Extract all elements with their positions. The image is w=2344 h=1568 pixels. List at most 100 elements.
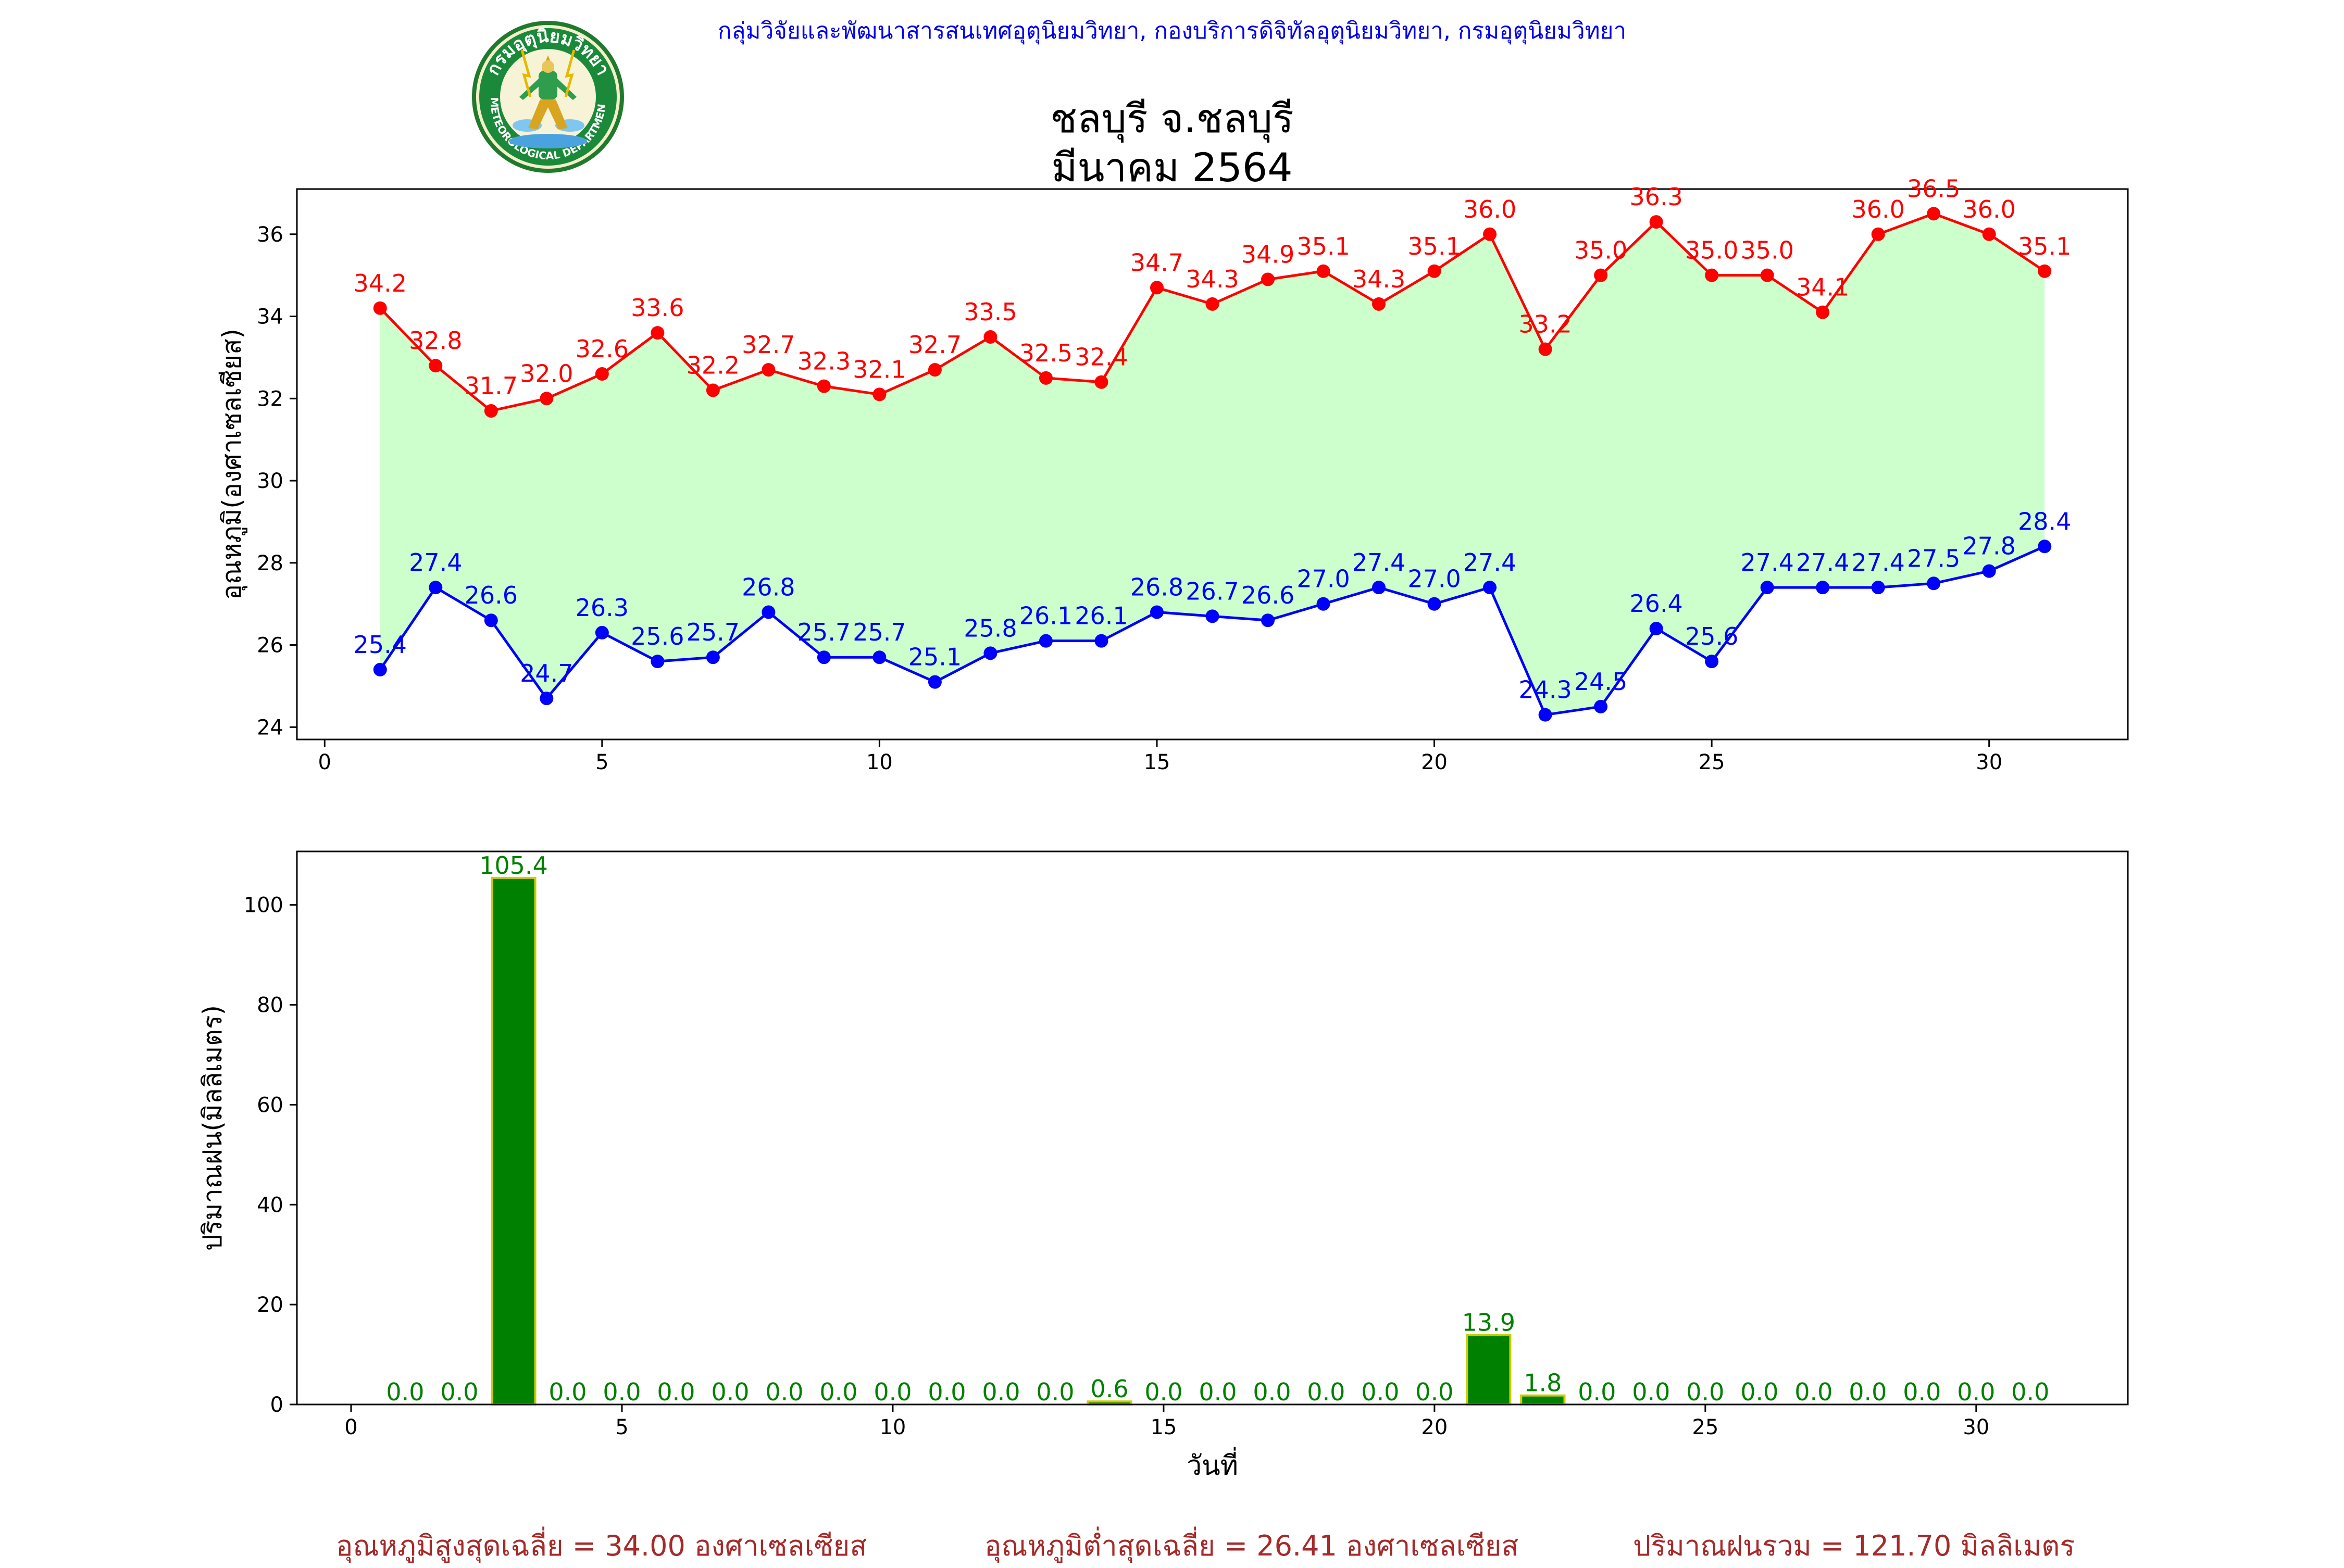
y-tick-label: 80 <box>257 994 283 1018</box>
y-tick-label: 34 <box>257 305 283 329</box>
max-temperature-series-point <box>2038 264 2052 278</box>
x-tick-label: 0 <box>344 1415 357 1439</box>
min-temperature-series-point <box>928 675 942 689</box>
min-temperature-series-point <box>1039 634 1053 648</box>
rainfall-data-label: 0.0 <box>1307 1378 1345 1406</box>
summary-avg-min: อุณหภูมิต่ำสุดเฉลี่ย = 26.41 องศาเซลเซีย… <box>984 1529 1519 1562</box>
rainfall-bar <box>491 876 537 1406</box>
y-tick-label: 60 <box>257 1093 283 1117</box>
min-temperature-series-data-label: 27.4 <box>1851 548 1904 576</box>
min-temperature-series-data-label: 25.6 <box>631 622 684 650</box>
y-tick-label: 30 <box>257 469 283 493</box>
rainfall-data-label: 0.0 <box>765 1378 803 1406</box>
max-temperature-series-point <box>1427 264 1441 278</box>
min-temperature-series-point <box>706 650 720 664</box>
max-temperature-series-data-label: 36.3 <box>1629 183 1682 211</box>
min-temperature-series-data-label: 25.8 <box>964 614 1017 642</box>
max-temperature-series-data-label: 35.0 <box>1740 236 1793 265</box>
max-temperature-series-data-label: 32.5 <box>1019 339 1073 367</box>
rainfall-data-label: 0.0 <box>1036 1378 1074 1406</box>
y-tick-label: 0 <box>270 1393 283 1417</box>
x-tick-label: 10 <box>866 750 893 774</box>
max-temperature-series-data-label: 34.3 <box>1186 265 1239 293</box>
y-tick-label: 36 <box>257 223 283 247</box>
max-temperature-series-data-label: 32.4 <box>1075 343 1128 371</box>
rainfall-data-label: 0.0 <box>1849 1378 1887 1406</box>
min-temperature-series-data-label: 24.5 <box>1574 668 1627 696</box>
min-temperature-series-point <box>1760 581 1774 595</box>
min-temperature-series-data-label: 25.7 <box>797 618 851 646</box>
max-temperature-series-data-label: 35.1 <box>1407 232 1461 260</box>
min-temperature-series-point <box>2038 540 2052 554</box>
min-temperature-series-data-label: 27.4 <box>1352 548 1405 576</box>
min-temperature-series-point <box>1538 708 1552 722</box>
rainfall-chart: 0.0 0.0 105.4 0.0 0.0 0.0 0.0 0.0 0.0 0.0 0.0 0.0 0.… <box>197 850 2129 1482</box>
max-temperature-series-data-label: 35.1 <box>1296 232 1350 260</box>
min-temperature-series-point <box>373 662 387 676</box>
max-temperature-series-data-label: 32.7 <box>908 331 962 359</box>
min-temperature-series-point <box>1871 581 1885 595</box>
min-temperature-series-data-label: 27.5 <box>1907 544 1960 572</box>
min-temperature-series-data-label: 26.6 <box>465 581 518 609</box>
y-tick-label: 28 <box>257 551 283 575</box>
min-temperature-series-data-label: 27.8 <box>1963 532 2016 560</box>
min-temperature-series-point <box>1372 581 1386 595</box>
min-temperature-series-point <box>1649 622 1663 636</box>
max-temperature-series-point <box>1760 268 1774 282</box>
y-tick-label: 40 <box>257 1193 283 1217</box>
rainfall-data-label: 0.0 <box>1253 1378 1291 1406</box>
x-tick-label: 20 <box>1421 750 1448 774</box>
min-temperature-series-data-label: 27.4 <box>1740 548 1793 576</box>
max-temperature-series-data-label: 33.6 <box>631 294 684 322</box>
rainfall-data-label: 0.0 <box>711 1378 749 1406</box>
rainfall-x-axis-label: วันที่ <box>1187 1447 1238 1482</box>
min-temperature-series-data-label: 26.7 <box>1186 577 1239 605</box>
min-temperature-series-data-label: 25.1 <box>908 643 962 671</box>
max-temperature-series-data-label: 36.0 <box>1463 195 1516 223</box>
min-temperature-series-point <box>817 650 831 664</box>
rainfall-data-label: 0.0 <box>1794 1378 1832 1406</box>
min-temperature-series-point <box>1927 576 1941 591</box>
max-temperature-series-point <box>1871 227 1885 241</box>
max-temperature-series-point <box>1039 371 1053 385</box>
max-temperature-series-point <box>540 392 554 406</box>
rainfall-data-label: 0.0 <box>1578 1378 1616 1406</box>
x-tick-label: 25 <box>1699 750 1725 774</box>
min-temperature-series-point <box>1982 564 1996 578</box>
max-temperature-series-data-label: 34.7 <box>1130 248 1183 277</box>
rainfall-data-label: 0.0 <box>386 1378 424 1406</box>
max-temperature-series-point <box>1316 264 1330 278</box>
min-temperature-series-point <box>1150 605 1164 619</box>
min-temperature-series-point <box>484 613 498 628</box>
rainfall-data-label: 0.0 <box>1903 1378 1941 1406</box>
max-temperature-series-point <box>651 326 665 340</box>
max-temperature-series-data-label: 32.0 <box>520 359 573 387</box>
min-temperature-series-point <box>1816 581 1830 595</box>
rainfall-data-label: 13.9 <box>1462 1309 1515 1337</box>
min-temperature-series-point <box>872 650 887 664</box>
max-temperature-series-data-label: 32.1 <box>853 355 906 383</box>
x-tick-label: 10 <box>879 1415 906 1439</box>
min-temperature-series-data-label: 26.4 <box>1629 589 1682 618</box>
min-temperature-series-point <box>1094 634 1108 648</box>
max-temperature-series-point <box>706 383 720 397</box>
rainfall-y-axis-label: ปริมาณฝน(มิลลิเมตร) <box>197 1005 228 1251</box>
min-temperature-series-point <box>983 646 998 660</box>
min-temperature-series-data-label: 24.7 <box>520 659 573 687</box>
min-temperature-series-data-label: 26.8 <box>1130 573 1183 601</box>
rainfall-plot-frame <box>296 850 2129 1406</box>
rainfall-data-label: 1.8 <box>1524 1369 1562 1397</box>
x-tick-label: 0 <box>318 750 331 774</box>
max-temperature-series-point <box>484 404 498 418</box>
x-tick-label: 30 <box>1963 1415 1989 1439</box>
rainfall-data-label: 0.0 <box>1632 1378 1670 1406</box>
max-temperature-series-data-label: 33.5 <box>964 298 1017 326</box>
min-temperature-series-point <box>540 692 554 706</box>
rainfall-data-label: 0.0 <box>657 1378 695 1406</box>
temperature-chart: 0 5 10 15 20 25 30 24 26 28 30 32 34 36 อุณหภูมิ(องศาเ… <box>217 174 2129 774</box>
max-temperature-series-data-label: 33.2 <box>1518 310 1572 338</box>
min-temperature-series-data-label: 27.0 <box>1407 565 1461 593</box>
max-temperature-series-data-label: 32.2 <box>687 352 740 380</box>
max-temperature-series-point <box>1483 227 1497 241</box>
y-tick-label: 24 <box>257 716 283 739</box>
